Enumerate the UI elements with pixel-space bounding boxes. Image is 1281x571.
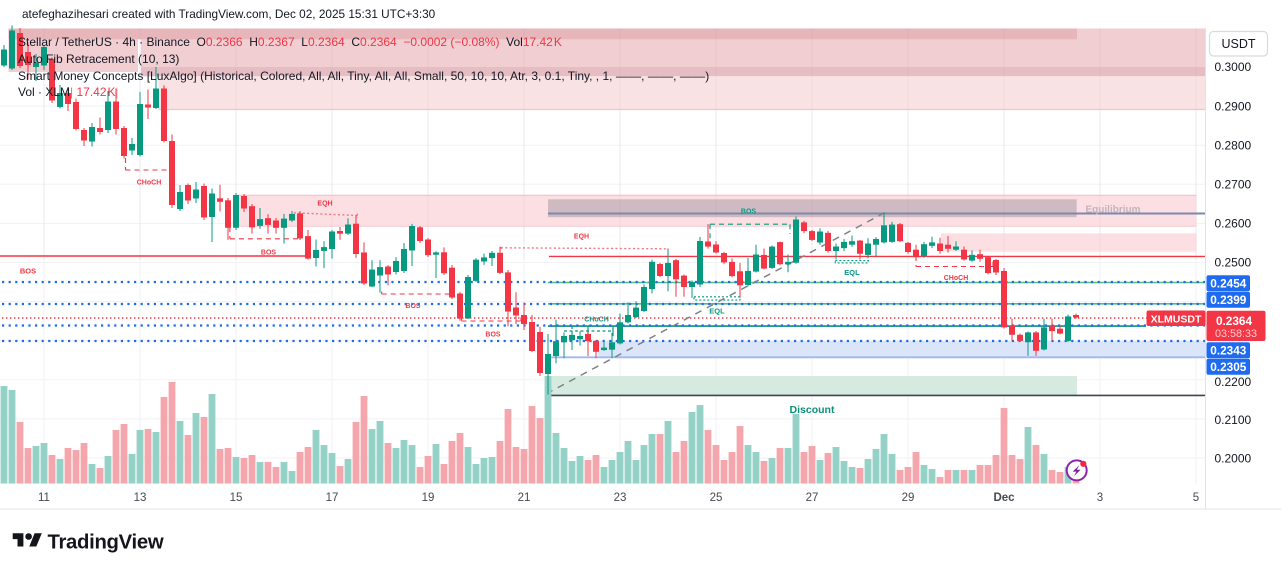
- svg-text:XLMUSDT: XLMUSDT: [1151, 313, 1202, 325]
- svg-text:EQH: EQH: [574, 234, 589, 241]
- svg-text:0.2800: 0.2800: [1215, 138, 1252, 152]
- svg-text:0.2200: 0.2200: [1215, 375, 1252, 389]
- svg-text:17: 17: [326, 492, 339, 504]
- svg-text:19: 19: [422, 492, 435, 504]
- svg-text:0.2000: 0.2000: [1215, 452, 1252, 466]
- svg-text:3: 3: [1097, 492, 1103, 504]
- svg-text:03:58:33: 03:58:33: [1215, 328, 1257, 340]
- svg-text:0.2900: 0.2900: [1215, 99, 1252, 113]
- svg-text:Equilibrium: Equilibrium: [1086, 204, 1141, 215]
- svg-text:13: 13: [134, 492, 147, 504]
- svg-text:0.2100: 0.2100: [1215, 413, 1252, 427]
- svg-text:EQL: EQL: [709, 306, 725, 315]
- svg-text:0.2364: 0.2364: [1216, 314, 1253, 328]
- svg-text:0.2600: 0.2600: [1215, 217, 1252, 231]
- svg-text:29: 29: [902, 492, 915, 504]
- svg-text:BOS: BOS: [485, 332, 501, 339]
- svg-text:EQL: EQL: [844, 268, 860, 277]
- svg-text:Discount: Discount: [790, 404, 835, 416]
- svg-text:BOS: BOS: [261, 250, 277, 257]
- svg-text:0.2500: 0.2500: [1215, 256, 1252, 270]
- svg-text:0.2454: 0.2454: [1210, 277, 1247, 291]
- svg-text:11: 11: [38, 492, 50, 504]
- svg-text:0.3000: 0.3000: [1215, 60, 1252, 74]
- svg-text:BOS: BOS: [20, 267, 36, 276]
- svg-text:CHoCH: CHoCH: [584, 317, 609, 324]
- svg-text:CHoCH: CHoCH: [137, 180, 162, 187]
- svg-text:CHoCH: CHoCH: [944, 275, 969, 282]
- svg-text:23: 23: [614, 492, 627, 504]
- svg-text:0.2399: 0.2399: [1210, 293, 1247, 307]
- svg-text:5: 5: [1193, 492, 1199, 504]
- svg-text:0.2700: 0.2700: [1215, 178, 1252, 192]
- svg-text:21: 21: [518, 492, 531, 504]
- svg-text:BOS: BOS: [741, 209, 757, 216]
- svg-text:0.2305: 0.2305: [1210, 360, 1247, 374]
- svg-text:USDT: USDT: [1221, 37, 1255, 51]
- svg-text:0.2343: 0.2343: [1210, 344, 1247, 358]
- svg-text:27: 27: [806, 492, 819, 504]
- svg-text:15: 15: [230, 492, 243, 504]
- svg-text:EQH: EQH: [317, 201, 332, 208]
- svg-text:BOS: BOS: [405, 303, 421, 310]
- svg-text:25: 25: [710, 492, 723, 504]
- svg-text:TradingView: TradingView: [48, 532, 164, 554]
- svg-text:Dec: Dec: [993, 492, 1015, 504]
